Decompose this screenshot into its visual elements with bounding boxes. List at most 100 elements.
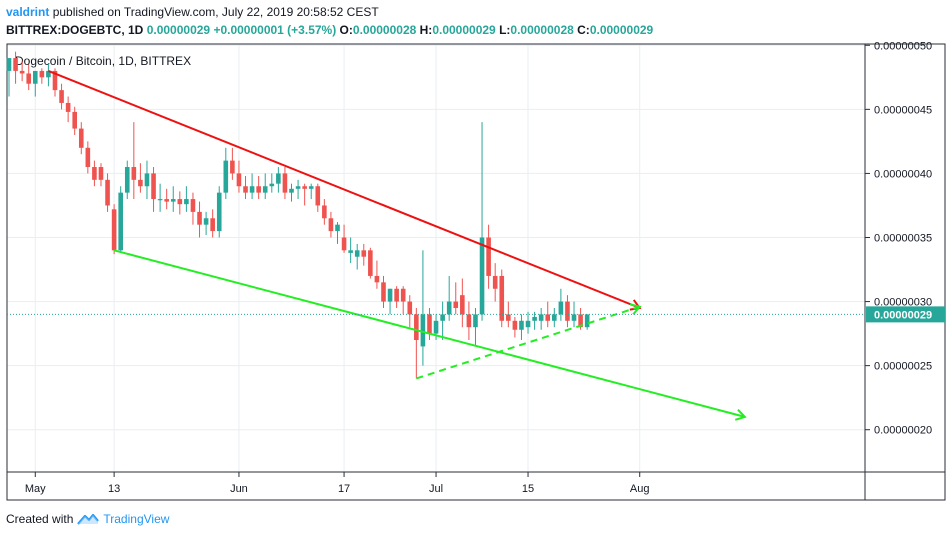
candle[interactable] (400, 286, 406, 315)
candle-body (210, 218, 215, 232)
candle[interactable] (486, 224, 491, 289)
candle[interactable] (170, 186, 176, 212)
candle[interactable] (558, 288, 564, 321)
price-axis[interactable]: 0.00000050 0.00000045 0.00000040 0.00000035… (865, 40, 932, 437)
candle[interactable] (525, 311, 531, 334)
candle[interactable] (538, 307, 544, 330)
candle-body (460, 295, 465, 315)
candle[interactable] (361, 243, 367, 266)
candle[interactable] (216, 186, 222, 238)
candle[interactable] (131, 122, 137, 200)
candle[interactable] (164, 188, 169, 210)
candle[interactable] (354, 243, 360, 270)
candle-body (282, 173, 288, 193)
candle[interactable] (59, 83, 64, 110)
time-axis-border (6, 471, 946, 501)
candle[interactable] (151, 167, 156, 212)
resistance-line[interactable] (48, 69, 641, 309)
candle[interactable] (308, 183, 314, 200)
candle[interactable] (552, 307, 557, 328)
candle[interactable] (26, 64, 32, 91)
candle[interactable] (420, 250, 426, 366)
candle[interactable] (381, 275, 386, 308)
ascending-support-line[interactable] (416, 305, 641, 380)
candle[interactable] (6, 58, 12, 97)
candle[interactable] (532, 311, 537, 330)
candle[interactable] (184, 186, 189, 212)
candle[interactable] (190, 192, 196, 225)
candle-body (13, 58, 18, 71)
candle[interactable] (138, 163, 143, 193)
candle[interactable] (262, 173, 268, 200)
candle[interactable] (289, 183, 294, 202)
candle[interactable] (519, 314, 524, 341)
candle[interactable] (32, 70, 38, 97)
candle[interactable] (144, 160, 150, 200)
candle[interactable] (315, 183, 321, 212)
candle[interactable] (249, 173, 255, 200)
candle[interactable] (210, 209, 215, 238)
candle[interactable] (394, 286, 399, 308)
candle[interactable] (203, 211, 209, 235)
candle[interactable] (19, 60, 25, 82)
support-line[interactable] (113, 249, 746, 418)
author-link[interactable]: valdrint (6, 5, 50, 19)
candle[interactable] (230, 147, 235, 180)
candle[interactable] (13, 51, 18, 84)
candle[interactable] (322, 199, 327, 225)
candle[interactable] (295, 179, 301, 200)
candle[interactable] (328, 211, 334, 238)
candle-body (302, 186, 307, 189)
candle[interactable] (223, 147, 229, 200)
candle[interactable] (39, 68, 45, 84)
time-tick-label: Jul (429, 483, 443, 495)
candle[interactable] (65, 96, 71, 123)
candle[interactable] (407, 295, 413, 328)
candle-body (433, 320, 439, 334)
candle[interactable] (479, 122, 485, 321)
candle[interactable] (492, 263, 498, 302)
candle[interactable] (72, 106, 77, 135)
candle[interactable] (565, 295, 570, 328)
candle[interactable] (46, 63, 51, 87)
candle[interactable] (282, 167, 288, 200)
candle[interactable] (276, 167, 281, 193)
candle[interactable] (197, 201, 202, 238)
candle[interactable] (453, 282, 459, 315)
candle[interactable] (466, 301, 472, 341)
candle[interactable] (335, 222, 340, 244)
candle[interactable] (446, 275, 452, 321)
candle[interactable] (243, 175, 248, 200)
candle[interactable] (460, 278, 465, 328)
candle[interactable] (111, 204, 117, 255)
candle[interactable] (341, 224, 347, 253)
candle[interactable] (118, 186, 123, 253)
candle[interactable] (440, 301, 445, 341)
candle[interactable] (269, 173, 275, 193)
candle[interactable] (177, 191, 183, 215)
candle[interactable] (427, 307, 432, 341)
candle[interactable] (92, 160, 97, 187)
candle[interactable] (157, 183, 163, 212)
candle[interactable] (374, 260, 380, 289)
candle[interactable] (348, 237, 353, 264)
candle[interactable] (105, 173, 110, 212)
time-axis[interactable]: May 13 Jun 17 Jul 15 Aug (25, 472, 650, 495)
candle[interactable] (85, 141, 91, 174)
candle[interactable] (584, 314, 590, 330)
candle[interactable] (499, 269, 505, 328)
candle[interactable] (236, 160, 242, 193)
candle[interactable] (256, 175, 261, 200)
candle[interactable] (414, 307, 419, 379)
candle[interactable] (98, 163, 104, 187)
candle[interactable] (124, 160, 130, 200)
candle[interactable] (302, 183, 307, 206)
candle[interactable] (387, 288, 393, 315)
tradingview-brand[interactable]: TradingView (103, 512, 170, 526)
candle[interactable] (368, 247, 373, 279)
candle[interactable] (78, 122, 84, 155)
candle[interactable] (512, 316, 518, 338)
tradingview-logo-icon (77, 513, 100, 525)
candle[interactable] (473, 307, 478, 347)
